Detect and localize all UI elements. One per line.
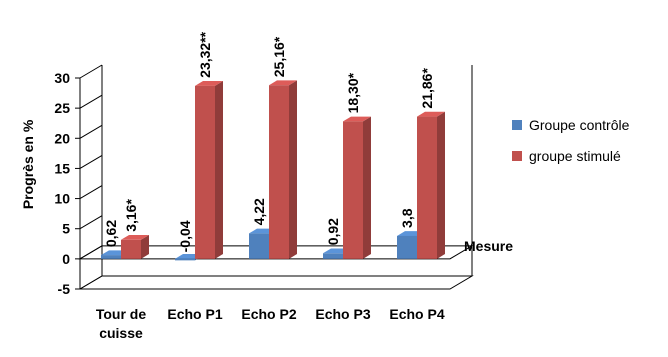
data-label: 23,32**	[197, 31, 213, 77]
bar	[323, 253, 343, 259]
y-tick-depth	[79, 94, 103, 109]
bar	[397, 235, 417, 259]
y-tick-depth	[79, 275, 103, 290]
y-tick-depth	[79, 64, 103, 79]
y-tick-label: 0	[62, 251, 70, 267]
y-tick-depth	[79, 124, 103, 139]
x-tick-label: Echo P1	[167, 306, 222, 322]
bar-top	[343, 116, 371, 122]
bar	[343, 121, 363, 259]
bar-side	[363, 116, 371, 259]
data-label: -0,04	[177, 220, 193, 252]
bar	[417, 116, 437, 259]
bar-side	[437, 111, 445, 259]
bar	[269, 85, 289, 259]
legend-label: groupe stimulé	[529, 148, 621, 164]
data-label: 3,8	[399, 208, 415, 228]
floor-plane	[78, 275, 474, 290]
data-label: 0,62	[103, 220, 119, 247]
data-label: 3,16*	[123, 199, 139, 232]
data-label: 0,92	[325, 218, 341, 245]
x-tick-label: Echo P4	[389, 306, 444, 322]
bar-top	[195, 81, 223, 86]
bar	[195, 85, 215, 259]
y-tick-label: 30	[54, 70, 70, 86]
y-tick-label: 10	[54, 191, 70, 207]
data-label: 18,30*	[345, 72, 361, 113]
y-tick-depth	[79, 154, 103, 169]
y-tick-label: -5	[58, 281, 71, 297]
bar	[175, 258, 195, 261]
legend-label: Groupe contrôle	[529, 117, 630, 133]
bar	[121, 239, 141, 259]
data-label: 4,22	[251, 198, 267, 225]
bar-side	[141, 235, 149, 259]
y-axis-title: Progrès en %	[20, 119, 36, 209]
x-tick-label: Echo P3	[315, 306, 370, 322]
legend-swatch	[512, 151, 522, 161]
bar-top	[121, 235, 149, 240]
bar	[249, 233, 269, 259]
legend-swatch	[512, 120, 522, 130]
bar-side	[289, 80, 297, 259]
x-tick-label: Tour de cuisse	[96, 306, 147, 341]
x-axis-title: Mesure	[464, 238, 513, 254]
data-label: 21,86*	[419, 68, 435, 109]
y-tick-label: 5	[62, 221, 70, 237]
y-tick-label: 20	[54, 130, 70, 146]
x-tick-label: Echo P2	[241, 306, 296, 322]
bar-top	[417, 111, 445, 117]
y-tick-label: 15	[54, 160, 70, 176]
y-tick-depth	[79, 215, 103, 230]
bar-top	[269, 80, 297, 86]
bar-side	[215, 81, 223, 259]
y-tick-label: 25	[54, 100, 70, 116]
bar	[101, 255, 121, 259]
data-label: 25,16*	[271, 36, 287, 77]
y-tick-depth	[79, 245, 103, 260]
y-tick-depth	[79, 185, 103, 200]
